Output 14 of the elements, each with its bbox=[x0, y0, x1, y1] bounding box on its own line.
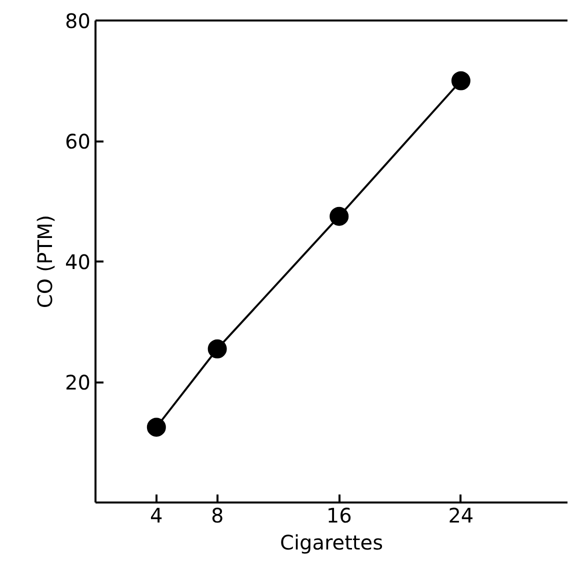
x-tick-label: 16 bbox=[326, 504, 352, 528]
point bbox=[208, 339, 227, 358]
y-tick-label: 40 bbox=[65, 250, 91, 274]
y-tick-label: 80 bbox=[65, 9, 91, 33]
y-axis-title: CO (PTM) bbox=[33, 214, 58, 308]
point bbox=[451, 71, 470, 90]
x-axis-title: Cigarettes bbox=[280, 530, 383, 554]
x-tick-label: 8 bbox=[210, 504, 224, 528]
y-tick-label: 60 bbox=[65, 130, 91, 154]
x-tick-label: 4 bbox=[150, 504, 163, 528]
point bbox=[330, 206, 349, 226]
y-tick-label: 20 bbox=[65, 370, 91, 394]
x-tick-label: 24 bbox=[448, 504, 474, 528]
point bbox=[146, 418, 166, 437]
